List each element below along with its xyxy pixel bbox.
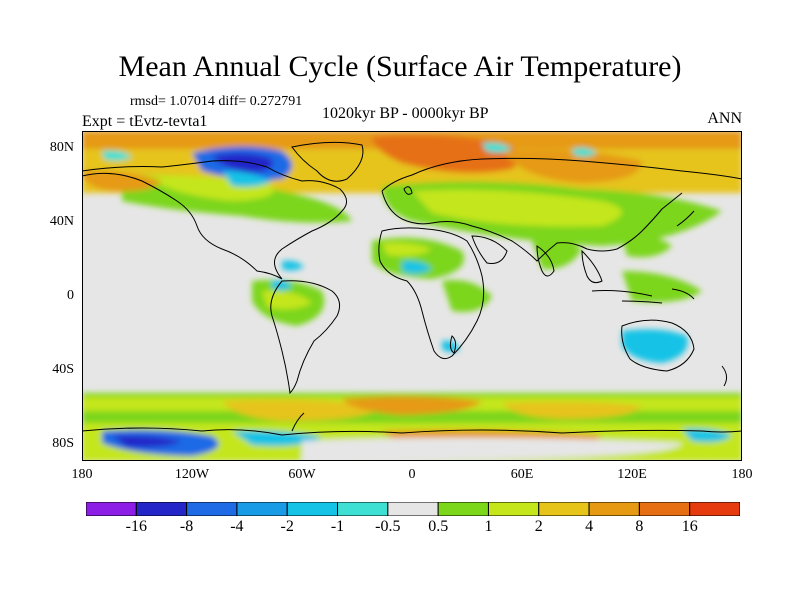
arctic-cyan-spot-3	[572, 147, 597, 157]
sahara-cyan-spot	[402, 260, 432, 274]
colorbar-swatch	[437, 502, 489, 516]
east-asia-green	[622, 234, 672, 258]
hudson-blue-area	[222, 171, 272, 187]
southern-orange-patch-1	[222, 399, 382, 421]
antarctic-cyan	[232, 430, 322, 446]
colorbar-swatch	[337, 502, 389, 516]
lat-label-0: 0	[67, 288, 74, 303]
lon-label-60w: 60W	[288, 467, 316, 482]
southern-orange-patch-2	[342, 396, 482, 415]
colorbar-swatch	[186, 502, 238, 516]
lon-label-180e: 180	[731, 467, 753, 482]
colorbar-label: -0.5	[375, 518, 401, 535]
colorbar-swatch	[538, 502, 590, 516]
colorbar-label: -1	[330, 518, 345, 535]
central-africa-green	[442, 280, 492, 312]
lat-label-40n: 40N	[49, 214, 74, 229]
antarctic-neutral-interior	[302, 437, 682, 461]
temperature-anomaly-map	[82, 131, 742, 461]
colorbar-swatch	[86, 502, 137, 516]
plot-title: Mean Annual Cycle (Surface Air Temperatu…	[118, 50, 682, 83]
colorbar-swatch	[588, 502, 640, 516]
experiment-label: Expt = tEvtz-tevta1	[82, 113, 208, 130]
colorbar-swatch	[135, 502, 188, 516]
india-coast	[536, 245, 555, 277]
colorbar-label: 1	[484, 518, 493, 535]
alaska-orange-area	[82, 170, 162, 192]
eurasia-coast	[381, 157, 742, 262]
lon-label-60e: 60E	[510, 467, 534, 482]
stats-line: rmsd= 1.07014 diff= 0.272791	[130, 94, 303, 109]
japan-coast	[676, 210, 695, 227]
arctic-cyan-spot-2	[482, 142, 512, 153]
canada-deep-cold-area	[212, 153, 273, 173]
period-label: 1020kyr BP - 0000kyr BP	[322, 105, 489, 122]
lat-label-80s: 80S	[52, 436, 74, 451]
colorbar-label: 4	[585, 518, 594, 535]
arctic-cyan-spot-1	[102, 150, 132, 161]
lon-label-120e: 120E	[617, 467, 647, 482]
colorbar-label: -16	[125, 518, 147, 535]
colorbar-swatch	[638, 502, 691, 516]
russia-orange-area	[502, 149, 642, 183]
australia-cyan	[622, 329, 688, 363]
caribbean-cyan	[282, 260, 304, 271]
coastlines	[82, 141, 742, 436]
colorbar-label: -8	[179, 518, 194, 535]
sahel-yellow	[382, 242, 432, 257]
amazon-yellow	[262, 290, 312, 310]
colorbar-label: 16	[681, 518, 698, 535]
lon-label-180w: 180	[71, 467, 93, 482]
southern-orange-patch-3	[502, 401, 642, 419]
south-america-coast	[270, 280, 341, 395]
colorbar-label: -4	[230, 518, 244, 535]
antarctic-peninsula-coast	[291, 412, 305, 432]
colorbar-swatch	[689, 502, 740, 516]
colorbar-swatch	[236, 502, 288, 516]
asia-yellow-belt	[412, 189, 622, 227]
australia-coast	[621, 319, 695, 372]
greenland-coast	[291, 141, 364, 182]
anomaly-fields	[82, 131, 742, 461]
colorbar-label: 0.5	[428, 518, 449, 535]
colorbar-label: 8	[635, 518, 644, 535]
colorbar-swatch	[387, 502, 439, 516]
lat-label-80n: 80N	[49, 140, 74, 155]
colorbar-label: 2	[534, 518, 543, 535]
lon-label-120w: 120W	[174, 467, 210, 482]
africa-coast	[378, 227, 485, 360]
new-zealand-coast	[721, 365, 728, 387]
season-label: ANN	[707, 110, 742, 127]
madagascar-coast	[449, 335, 457, 354]
antarctica-coast	[82, 427, 742, 436]
india-green	[532, 239, 582, 270]
colorbar	[86, 502, 740, 516]
lon-label-0: 0	[408, 467, 416, 482]
arabia-coast	[471, 235, 508, 264]
maritime-green	[622, 271, 702, 303]
southeast-asia-coast	[581, 249, 603, 284]
lat-label-40s: 40S	[52, 362, 74, 377]
indonesia-coast	[591, 288, 695, 304]
colorbar-label: -2	[280, 518, 294, 535]
north-america-coast	[82, 160, 347, 280]
map-frame	[82, 131, 742, 461]
colorbar-swatch	[286, 502, 339, 516]
antarctic-cold-2	[112, 435, 182, 448]
colorbar-swatch	[487, 502, 540, 516]
uk-coast	[403, 186, 413, 195]
